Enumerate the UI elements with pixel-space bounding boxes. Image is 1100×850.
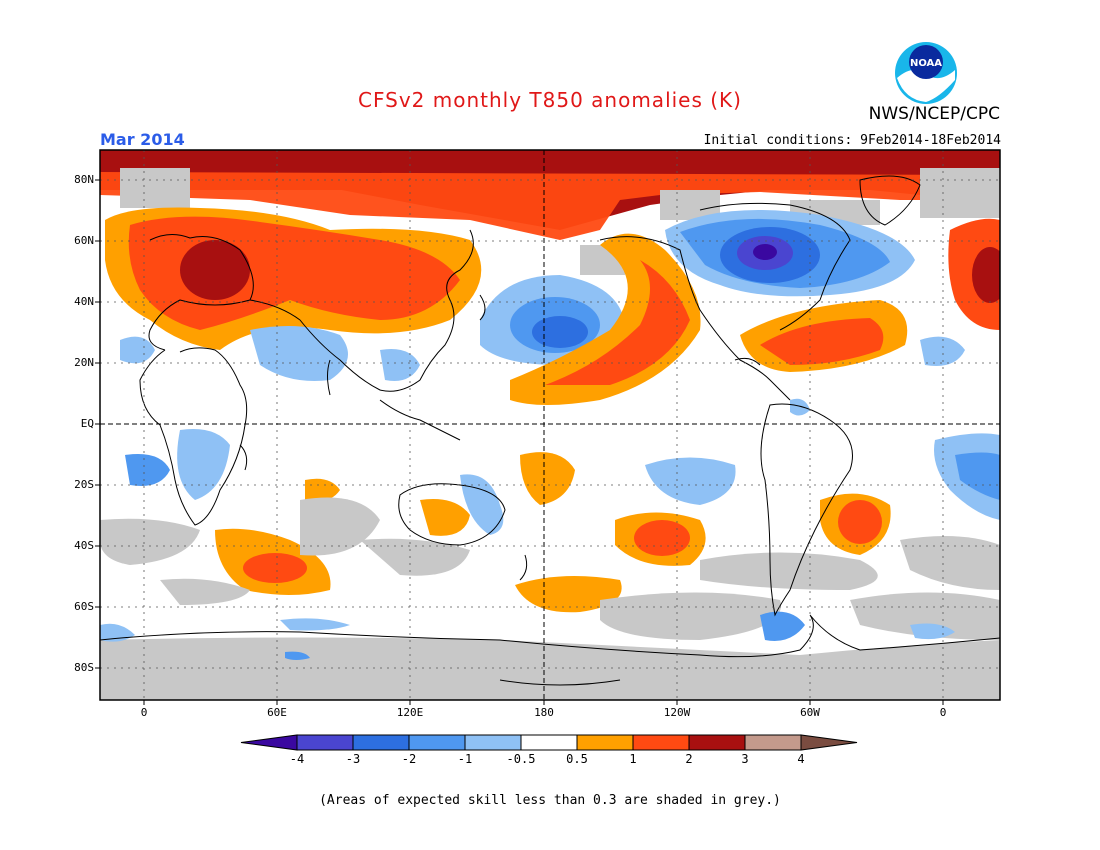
coastlines [100, 175, 1000, 686]
noaa-logo: NOAA [895, 42, 957, 104]
forecast-month: Mar 2014 [100, 130, 185, 149]
colorbar-label: -2 [401, 752, 417, 766]
lat-label-20n: 20N [74, 356, 94, 369]
lat-label-60s: 60S [74, 600, 94, 613]
lat-label-eq: EQ [80, 417, 94, 430]
colorbar-label: -0.5 [506, 752, 536, 766]
colorbar-label: -4 [289, 752, 305, 766]
map-gridlines [100, 150, 1000, 700]
lon-label-60w: 60W [800, 706, 820, 719]
lat-label-20s: 20S [74, 478, 94, 491]
europe-strong-warm-core [180, 240, 250, 300]
asia-cool-patch [250, 326, 348, 381]
south-pacific-cool-patch [645, 457, 736, 505]
lon-label-0-east: 0 [939, 706, 947, 719]
colorbar-label: 1 [629, 752, 637, 766]
skill-grey-region [120, 168, 190, 208]
lat-label-40n: 40N [74, 295, 94, 308]
colorbar-label: -1 [457, 752, 473, 766]
lon-label-60e: 60E [267, 706, 287, 719]
logo-text: NOAA [910, 58, 942, 69]
lat-label-80s: 80S [74, 661, 94, 674]
colorbar-label: -3 [345, 752, 361, 766]
map-frame [99, 149, 1001, 701]
colorbar-label: 3 [741, 752, 749, 766]
initial-conditions: Initial conditions: 9Feb2014-18Feb2014 [703, 133, 1001, 148]
colorbar-label: 0.5 [566, 752, 588, 766]
chart-title: CFSv2 monthly T850 anomalies (K) [358, 88, 742, 112]
skill-footnote: (Areas of expected skill less than 0.3 a… [319, 793, 781, 808]
lat-label-60n: 60N [74, 234, 94, 247]
lon-label-120e: 120E [396, 706, 424, 719]
lon-label-180: 180 [534, 706, 554, 719]
lat-label-40s: 40S [74, 539, 94, 552]
lat-label-80n: 80N [74, 173, 94, 186]
lon-label-0-west: 0 [140, 706, 148, 719]
agency-label: NWS/NCEP/CPC [868, 104, 1000, 124]
lon-label-120w: 120W [663, 706, 691, 719]
skill-grey-region [920, 168, 1000, 218]
colorbar-label: 2 [685, 752, 693, 766]
colorbar-label: 4 [797, 752, 805, 766]
antarctica-grey [100, 637, 1000, 700]
